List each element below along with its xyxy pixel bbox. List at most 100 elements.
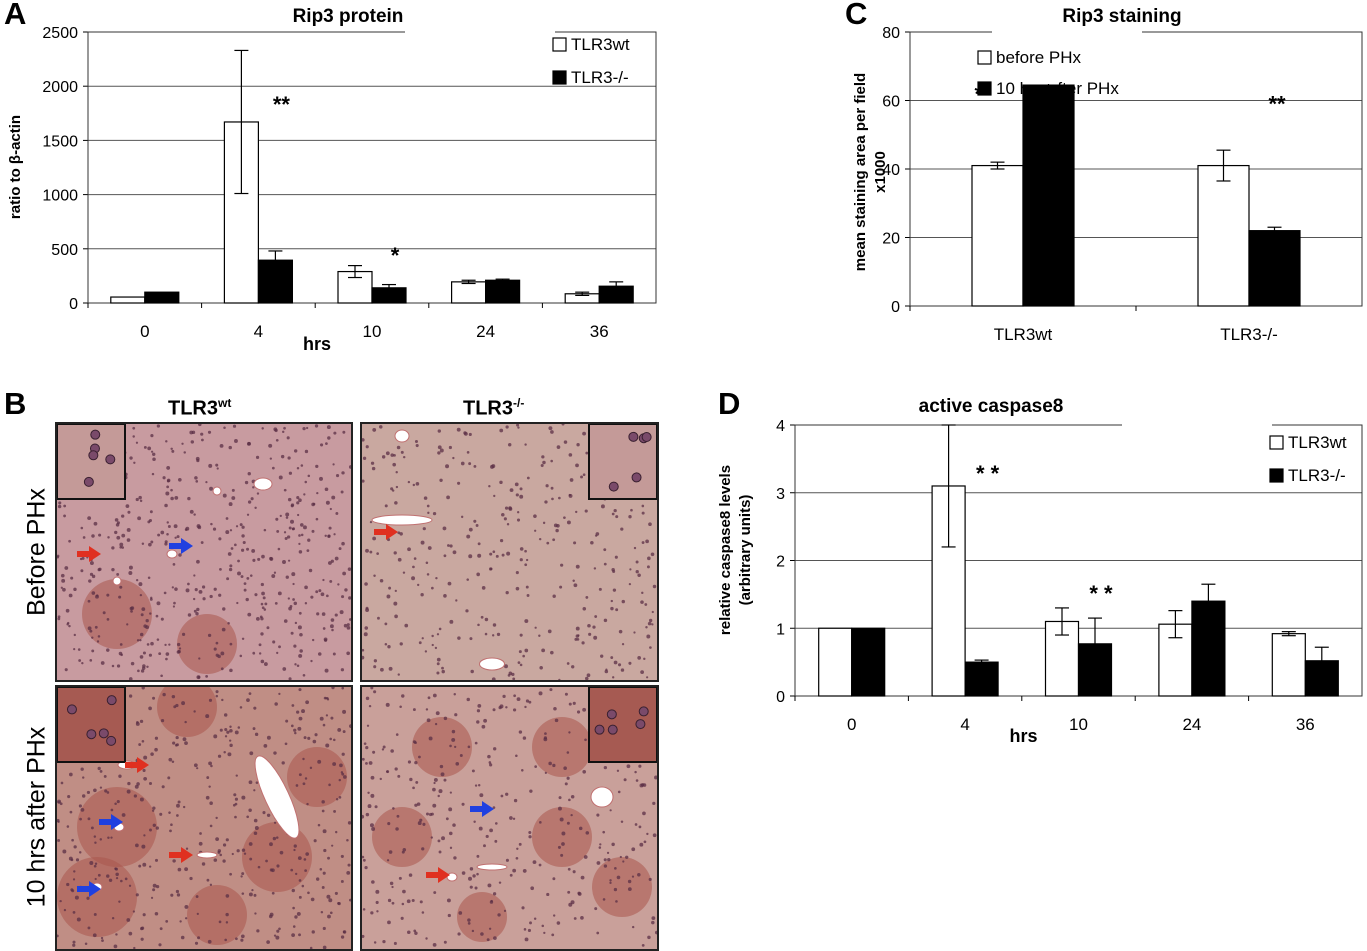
nucleus bbox=[436, 633, 440, 636]
nucleus bbox=[427, 696, 431, 700]
nucleus bbox=[115, 877, 119, 880]
nucleus bbox=[568, 798, 571, 802]
nucleus bbox=[187, 496, 191, 501]
nucleus bbox=[412, 483, 416, 487]
nucleus bbox=[437, 445, 442, 450]
nucleus bbox=[494, 839, 498, 843]
nucleus bbox=[489, 900, 494, 904]
nucleus bbox=[274, 601, 278, 605]
nucleus bbox=[524, 563, 528, 567]
nucleus bbox=[514, 482, 519, 487]
nucleus bbox=[568, 902, 573, 907]
nucleus bbox=[533, 917, 537, 920]
nucleus bbox=[143, 755, 148, 760]
nucleus bbox=[88, 579, 92, 583]
nucleus bbox=[555, 528, 559, 533]
nucleus bbox=[73, 587, 77, 592]
vessel-lumen bbox=[590, 786, 614, 808]
nucleus bbox=[473, 464, 477, 468]
nucleus bbox=[593, 567, 597, 570]
nucleus bbox=[548, 761, 552, 766]
nucleus bbox=[477, 704, 482, 708]
nucleus bbox=[219, 443, 224, 448]
nucleus bbox=[256, 492, 260, 495]
nucleus bbox=[142, 862, 147, 867]
nucleus bbox=[142, 651, 146, 655]
nucleus bbox=[57, 934, 59, 938]
nucleus bbox=[550, 650, 554, 655]
nucleus bbox=[253, 789, 256, 792]
nucleus bbox=[513, 798, 518, 803]
nucleus bbox=[278, 927, 281, 931]
nucleus bbox=[369, 520, 373, 524]
nucleus bbox=[198, 424, 202, 427]
nucleus bbox=[493, 494, 496, 498]
nucleus bbox=[389, 881, 394, 886]
nucleus bbox=[346, 626, 351, 630]
nucleus bbox=[426, 573, 430, 576]
nucleus bbox=[542, 521, 546, 525]
nucleus bbox=[522, 654, 525, 658]
nucleus bbox=[570, 795, 575, 799]
nucleus bbox=[275, 438, 279, 442]
nucleus bbox=[269, 842, 273, 847]
nucleus bbox=[170, 496, 174, 501]
nucleus bbox=[176, 535, 180, 539]
nucleus bbox=[285, 512, 290, 517]
nucleus bbox=[388, 666, 393, 671]
micrograph-tlr3wt-after-phx bbox=[55, 685, 353, 951]
nucleus bbox=[193, 513, 196, 516]
inset-nucleus bbox=[628, 431, 639, 442]
nucleus bbox=[425, 708, 429, 711]
nucleus bbox=[213, 734, 218, 739]
nucleus bbox=[142, 664, 146, 668]
nucleus bbox=[121, 514, 125, 518]
nucleus bbox=[493, 747, 497, 751]
y-tick-label: 20 bbox=[882, 231, 900, 248]
nucleus bbox=[152, 452, 156, 457]
nucleus bbox=[431, 586, 434, 590]
nucleus bbox=[626, 764, 631, 769]
nucleus bbox=[248, 808, 252, 812]
nucleus bbox=[172, 605, 176, 608]
nucleus bbox=[287, 497, 292, 502]
nucleus bbox=[627, 879, 632, 884]
nucleus bbox=[594, 615, 598, 618]
nucleus bbox=[640, 600, 644, 604]
nucleus bbox=[263, 608, 267, 611]
nucleus bbox=[436, 657, 441, 662]
bar bbox=[1248, 230, 1301, 307]
nucleus bbox=[162, 476, 166, 480]
nucleus bbox=[65, 608, 70, 613]
nucleus bbox=[497, 913, 501, 917]
nucleus bbox=[582, 607, 587, 611]
nucleus bbox=[474, 886, 478, 890]
nucleus bbox=[552, 538, 556, 542]
nucleus bbox=[94, 841, 97, 844]
category-label: 0 bbox=[140, 322, 149, 341]
nucleus bbox=[568, 493, 573, 498]
nucleus bbox=[133, 794, 137, 798]
nucleus bbox=[258, 643, 262, 647]
legend-label: TLR3-/- bbox=[571, 68, 629, 87]
nucleus bbox=[307, 538, 311, 542]
nucleus bbox=[205, 480, 208, 484]
nucleus bbox=[585, 451, 589, 455]
nucleus bbox=[152, 823, 157, 828]
nucleus bbox=[500, 794, 504, 798]
nucleus bbox=[476, 709, 481, 713]
nucleus bbox=[394, 767, 398, 771]
nucleus bbox=[282, 667, 287, 671]
nucleus bbox=[376, 910, 379, 913]
nucleus bbox=[448, 831, 453, 836]
nucleus bbox=[379, 777, 382, 781]
nucleus bbox=[290, 519, 295, 524]
nucleus bbox=[524, 443, 527, 446]
nucleus bbox=[246, 547, 250, 551]
nucleus bbox=[602, 830, 606, 834]
nucleus bbox=[373, 690, 377, 694]
bar bbox=[451, 281, 487, 304]
nucleus bbox=[332, 762, 337, 766]
nucleus bbox=[100, 661, 105, 665]
nucleus bbox=[385, 702, 390, 707]
